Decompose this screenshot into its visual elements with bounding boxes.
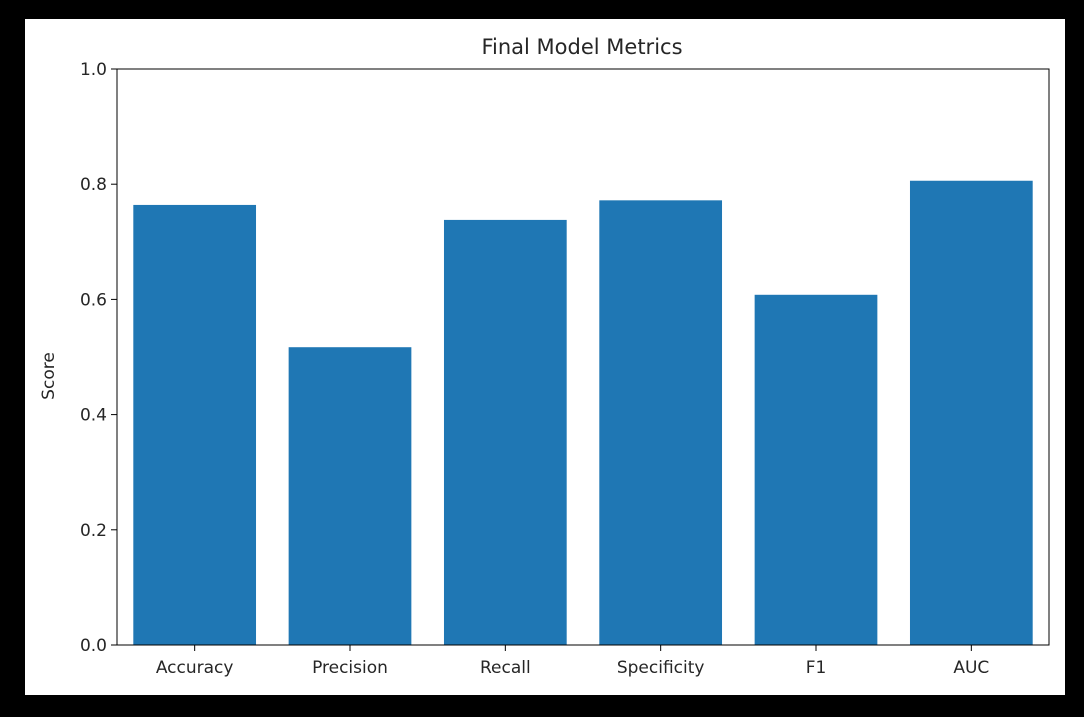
- y-tick-label: 0.8: [80, 175, 107, 195]
- bar-auc: [909, 180, 1033, 645]
- axes-group: Accuracy Precision Recall Specificity F1 AUC 0…: [80, 60, 1050, 678]
- bar-specificity: [599, 200, 723, 645]
- plot-frame: [116, 68, 1050, 646]
- chart-figure: Final Model Metrics Score Accuracy Precis…: [25, 19, 1065, 695]
- x-tick-label: Precision: [312, 658, 388, 678]
- y-tick-label: 0.2: [80, 521, 107, 541]
- chart-title: Final Model Metrics: [481, 35, 682, 59]
- bars-group: [133, 180, 1033, 646]
- x-tick-label: Specificity: [617, 658, 705, 678]
- x-tick-label: F1: [806, 658, 827, 678]
- y-tick-label: 0.6: [80, 290, 107, 310]
- y-tick-label: 0.0: [80, 636, 107, 656]
- y-axis-label: Score: [39, 352, 59, 400]
- x-tick-label: Accuracy: [156, 658, 234, 678]
- y-tick-label: 1.0: [80, 60, 107, 80]
- bar-chart: Final Model Metrics Score Accuracy Precis…: [39, 35, 1050, 678]
- bar-f1: [754, 294, 878, 645]
- bar-precision: [288, 347, 412, 645]
- bar-recall: [443, 219, 567, 646]
- x-tick-label: AUC: [953, 658, 989, 678]
- x-tick-label: Recall: [480, 658, 531, 678]
- y-tick-label: 0.4: [80, 406, 107, 426]
- bar-accuracy: [133, 204, 257, 645]
